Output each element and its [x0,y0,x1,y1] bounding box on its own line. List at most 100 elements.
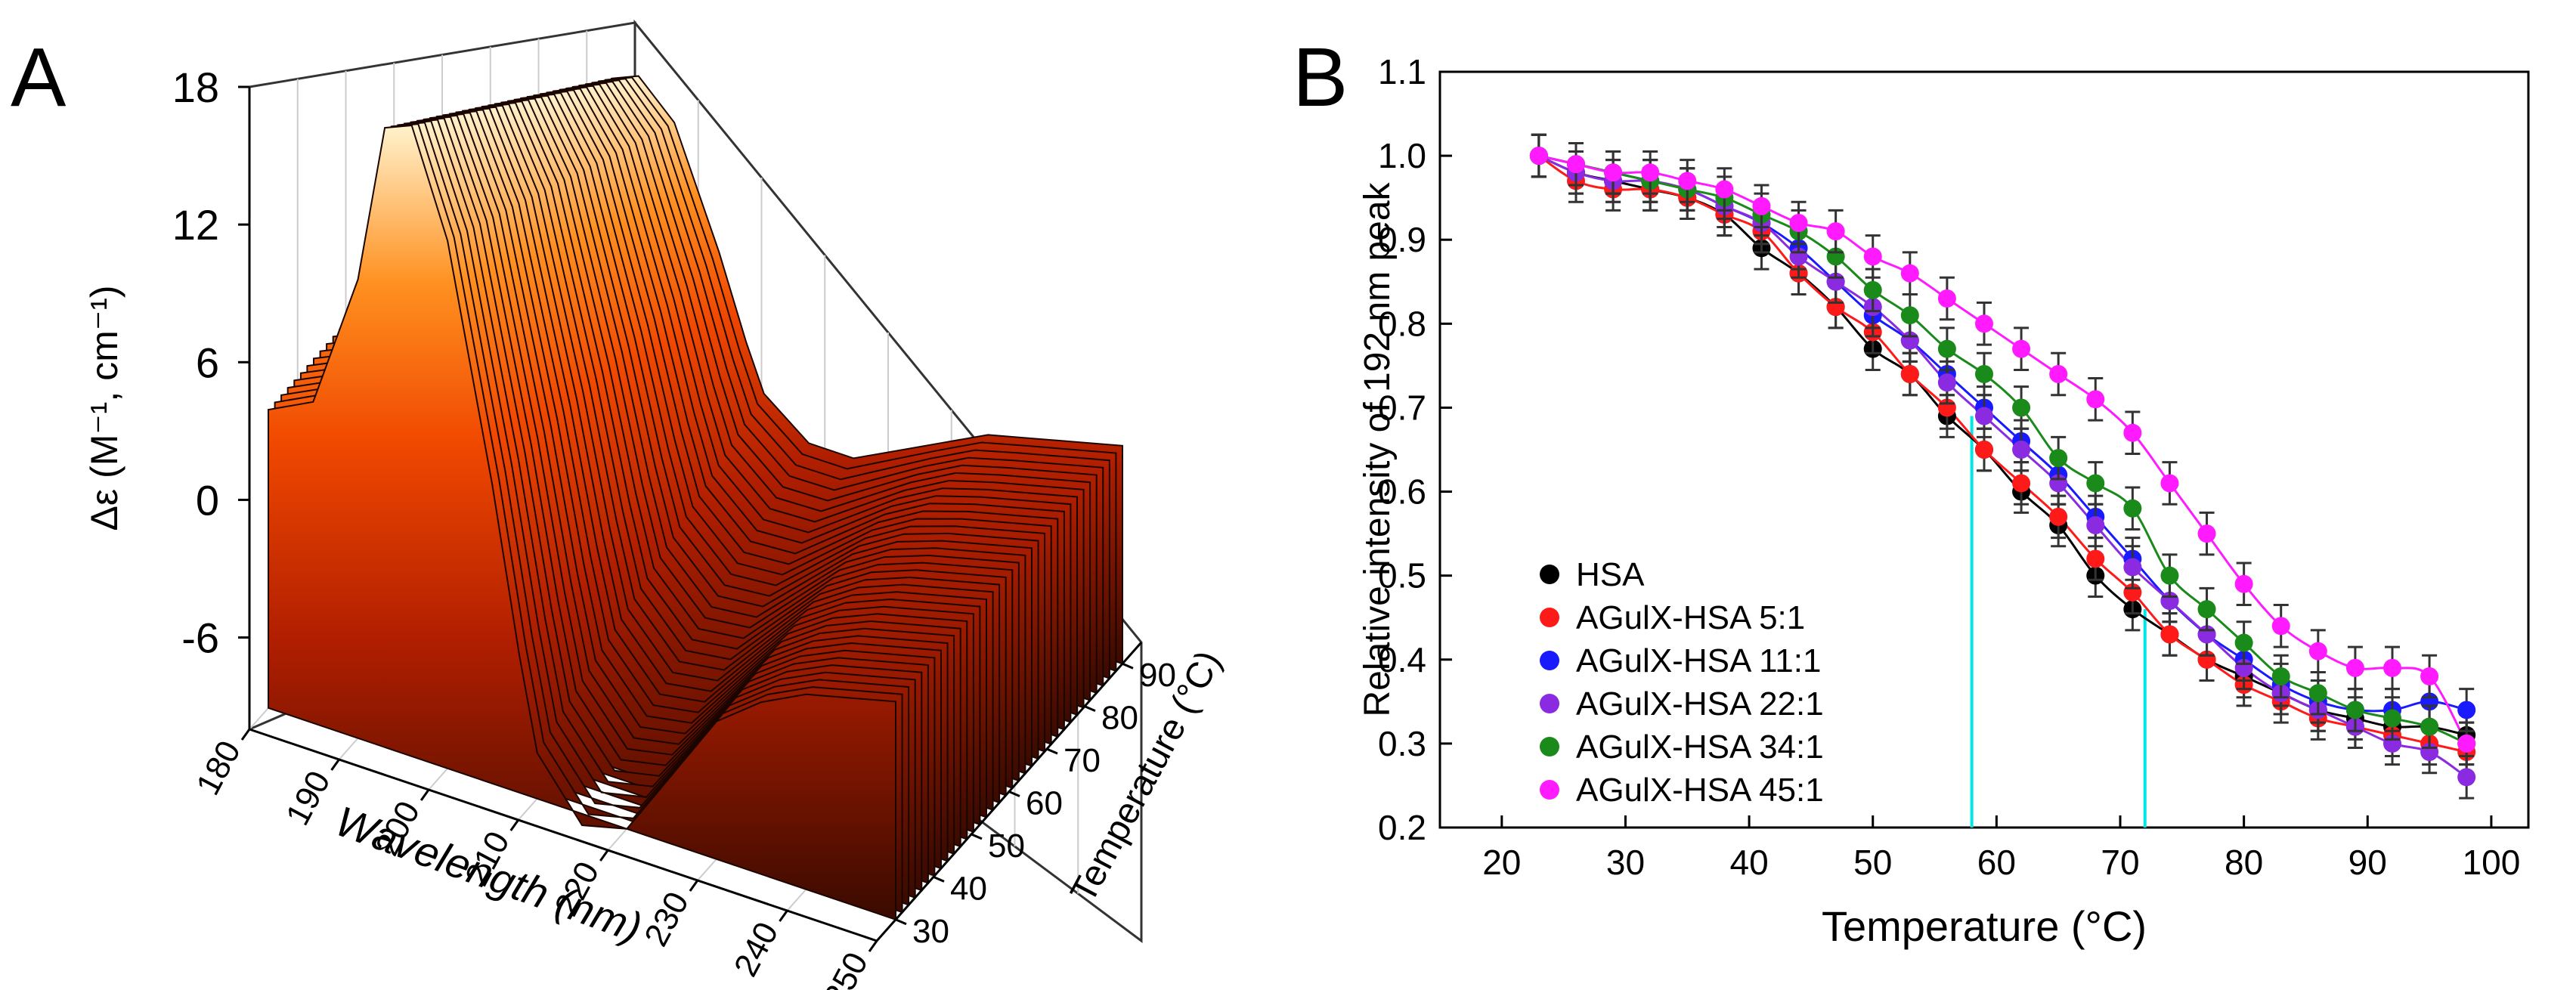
x-axis-label: Temperature (°C) [1822,902,2147,950]
data-point [2197,600,2216,619]
data-point [1863,247,1882,266]
temperature-tick-label: 90 [1139,657,1176,694]
axis-ticks: 20 30 40 50 60 70 80 90 100 0.2 0.3 0.4 0.5 0.6 0.7 0.8… [1378,52,2520,882]
wavelength-tick [868,940,878,952]
legend-label: AGulX-HSA 34:1 [1576,729,1824,766]
temperature-tick-label: 30 [912,913,949,950]
z-tick-label: 12 [172,201,219,249]
data-point [2420,717,2439,736]
data-point [1863,280,1882,299]
y-tick-label: 0.8 [1378,304,1426,343]
x-tick-label: 90 [2348,843,2387,882]
data-point [2345,658,2364,677]
data-point [2457,701,2476,719]
wavelength-axis-line [249,728,878,942]
x-tick-label: 60 [1977,843,2016,882]
data-point [1752,196,1771,215]
data-point [2457,734,2476,753]
fit-curve [1538,154,2467,753]
data-point [2086,474,2105,493]
data-point [2160,625,2179,644]
y-tick-label: 0.6 [1378,472,1426,512]
y-tick-label: 1.0 [1378,136,1426,175]
data-point [2086,549,2105,568]
y-tick-label: 0.9 [1378,220,1426,259]
z-tick-label: 6 [196,339,219,386]
data-point [2049,449,2068,468]
x-tick-label: 80 [2225,843,2263,882]
wavelength-tick [330,759,340,771]
legend-marker [1540,694,1559,713]
wavelength-tick [509,819,519,831]
data-point [1975,441,1993,459]
wavelength-tick [689,880,699,892]
y-tick-label: 0.5 [1378,556,1426,596]
data-point [2123,499,2142,518]
legend-label: AGulX-HSA 45:1 [1576,772,1824,809]
data-point [2049,507,2068,526]
temperature-tick [1046,747,1058,755]
data-point [2345,701,2364,719]
data-point [2420,667,2439,685]
z-axis-label: Δε (M⁻¹, cm⁻¹) [83,285,125,531]
wavelength-tick [779,910,788,922]
fit-curve [1538,154,2468,778]
data-point [2197,524,2216,543]
wavelength-tick-label: 180 [189,735,248,801]
temperature-tick-label: 50 [988,828,1025,865]
temperature-tick-label: 60 [1026,785,1063,822]
x-tick-label: 20 [1482,843,1521,882]
data-point [2383,658,2401,677]
data-point [1789,214,1808,232]
legend-marker [1540,565,1559,584]
wavelength-tick [420,789,430,801]
y-tick-label: 0.3 [1378,724,1426,763]
wavelength-tick-label: 240 [727,916,786,982]
z-tick-label: 0 [196,476,219,524]
legend-label: HSA [1576,556,1645,593]
data-point [2160,566,2179,585]
legend-label: AGulX-HSA 11:1 [1576,642,1821,679]
temperature-tick [933,875,945,883]
panel-b-label: B [1293,31,1348,124]
data-point [2383,709,2401,728]
z-tick-label: -6 [181,614,219,662]
data-point [2123,558,2142,577]
x-tick-label: 100 [2463,843,2521,882]
data-point [2012,474,2031,493]
wavelength-tick [599,849,609,862]
data-point [1975,407,1993,425]
data-point [1678,172,1697,190]
temperature-tick [1122,662,1134,670]
legend-label: AGulX-HSA 22:1 [1576,685,1824,722]
z-tick-label: 18 [172,63,219,111]
data-point [2457,768,2476,787]
data-point [2049,365,2068,383]
legend-marker [1540,651,1559,670]
data-point [1529,147,1548,166]
panel-b-scatter-chart: 20 30 40 50 60 70 80 90 100 0.2 0.3 0.4 0.5 0.6 0.7 0.8… [1358,52,2530,950]
legend-marker [1540,608,1559,627]
data-point [1604,163,1623,182]
temperature-tick [971,833,983,840]
data-point [2234,574,2253,593]
x-tick-label: 40 [1730,843,1769,882]
surface-slices [268,75,1123,921]
temperature-tick-label: 40 [950,870,987,907]
data-point [1937,339,1956,358]
data-point [2308,684,2327,703]
data-point [2308,642,2327,661]
temperature-tick-label: 70 [1064,742,1101,779]
wavelength-tick-label: 230 [637,886,696,952]
data-point [1900,306,1919,325]
legend-label: AGulX-HSA 5:1 [1576,599,1805,636]
data-point [1975,314,1993,333]
data-point [1900,365,1919,383]
wavelength-tick-label: 250 [816,946,875,990]
temperature-tick [1084,705,1096,713]
wavelength-tick-label: 190 [279,765,338,831]
x-tick-label: 50 [1853,843,1892,882]
temperature-tick [895,918,907,926]
data-point [1715,180,1734,199]
